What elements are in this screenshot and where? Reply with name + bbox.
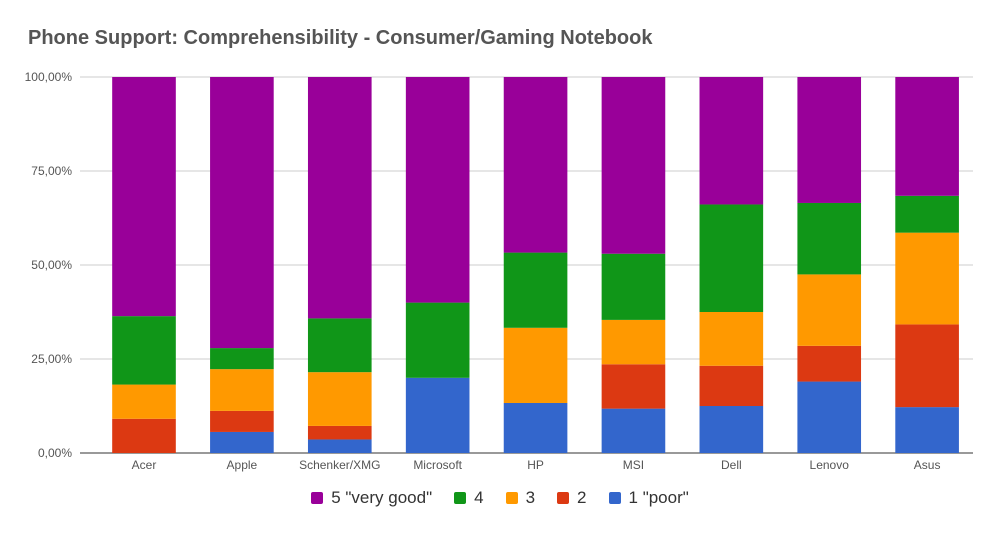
legend-item: 4 [454,488,484,508]
bar-segment [307,318,372,373]
y-axis-ticks: 0,00% 25,00% 50,00% 75,00% 100,00% [25,70,73,460]
bar-segment [895,232,959,325]
x-tick-label: Dell [721,458,742,472]
legend-swatch [454,492,467,504]
bar-segment [797,77,862,203]
x-tick-label: Apple [227,458,258,472]
bar-segment [112,77,176,317]
bar-segment [699,365,764,406]
bar-segment [210,410,274,432]
bar-segment [895,324,959,408]
bar-segment [112,384,176,419]
legend-item: 2 [557,488,587,508]
bar-segment [503,327,568,403]
bars [112,77,959,453]
bar-segment [797,274,862,346]
legend-label: 5 "very good" [331,488,433,507]
legend-item: 1 "poor" [608,488,689,508]
x-axis-ticks: Acer Apple Schenker/XMG Microsoft HP MSI Dell L… [132,458,941,472]
x-tick-label: MSI [623,458,644,472]
legend-item: 3 [505,488,536,508]
y-tick-label: 25,00% [31,352,72,366]
y-tick-label: 100,00% [25,70,73,84]
x-tick-label: Acer [132,458,157,472]
bar-segment [895,407,959,453]
bar-segment [503,77,568,253]
bar-segment [112,316,176,385]
bar-segment [601,364,666,409]
bar-segment [601,77,666,254]
y-tick-label: 0,00% [38,446,72,460]
bar-segment [601,408,666,453]
bar-segment [895,77,959,196]
bar-segment [797,202,862,275]
bar-segment [895,195,959,233]
bar-segment [797,381,862,453]
bar-segment [405,377,470,453]
legend-swatch [557,492,570,504]
bar-segment [210,77,274,349]
x-tick-label: Microsoft [413,458,462,472]
bar-segment [699,406,764,453]
legend-label: 3 [525,488,536,507]
bar-segment [210,369,274,411]
bar-segment [307,425,372,440]
bar-segment [699,312,764,366]
y-tick-label: 50,00% [31,258,72,272]
legend-label: 1 "poor" [628,488,689,507]
legend-swatch [311,492,324,504]
stacked-bar-chart: 0,00% 25,00% 50,00% 75,00% 100,00% Acer Apple… [25,70,973,472]
bar-segment [405,77,470,303]
bar-segment [699,77,764,205]
legend-swatch [505,492,518,504]
legend-swatch [608,492,621,504]
bar-segment [699,204,764,312]
chart-title: Phone Support: Comprehensibility - Consu… [28,27,653,49]
bar-segment [405,302,470,378]
bar-segment [601,253,666,320]
x-tick-label: Schenker/XMG [299,458,380,472]
bar-segment [601,319,666,365]
x-tick-label: Lenovo [810,458,850,472]
legend-label: 4 [474,488,484,507]
bar-segment [210,348,274,370]
legend-item: 5 "very good" [311,488,432,508]
bar-segment [307,77,372,319]
bar-segment [797,345,862,382]
x-tick-label: Asus [914,458,941,472]
bar-segment [503,402,568,453]
y-tick-label: 75,00% [31,164,72,178]
legend-label: 2 [577,488,587,507]
bar-segment [503,252,568,328]
x-tick-label: HP [527,458,544,472]
bar-segment [307,372,372,426]
bar-segment [307,439,372,453]
bar-segment [210,431,274,453]
bar-segment [112,418,176,453]
legend: 5 "very good" 4 3 2 1 "poor" [0,488,1000,508]
